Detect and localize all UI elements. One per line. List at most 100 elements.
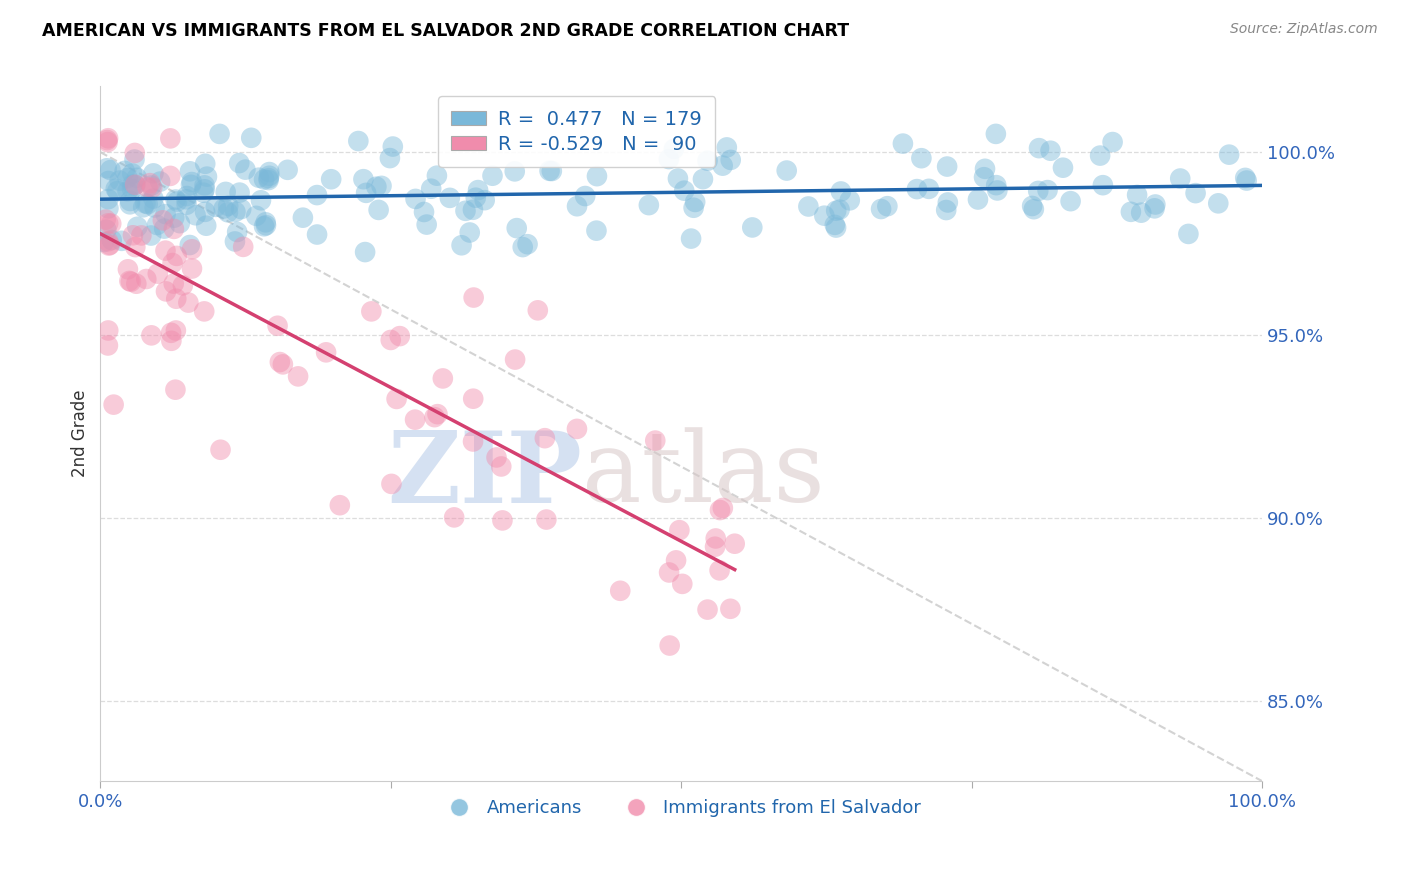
- Point: [118, 197, 141, 211]
- Point: [711, 500, 734, 515]
- Point: [380, 333, 402, 347]
- Point: [163, 211, 186, 225]
- Point: [1036, 183, 1059, 197]
- Text: Source: ZipAtlas.com: Source: ZipAtlas.com: [1230, 22, 1378, 37]
- Point: [254, 215, 277, 229]
- Point: [97, 235, 120, 249]
- Point: [1236, 173, 1258, 187]
- Point: [141, 178, 163, 193]
- Point: [658, 152, 681, 166]
- Point: [986, 178, 1008, 193]
- Point: [124, 240, 146, 254]
- Point: [97, 238, 120, 252]
- Point: [481, 169, 503, 183]
- Point: [159, 169, 181, 183]
- Y-axis label: 2nd Grade: 2nd Grade: [72, 390, 89, 477]
- Point: [474, 193, 496, 207]
- Point: [720, 153, 742, 167]
- Point: [385, 392, 408, 406]
- Point: [253, 172, 276, 186]
- Point: [184, 208, 207, 222]
- Point: [838, 194, 860, 208]
- Point: [1144, 197, 1167, 211]
- Point: [131, 228, 153, 243]
- Point: [315, 345, 337, 359]
- Point: [585, 224, 607, 238]
- Point: [711, 159, 734, 173]
- Point: [891, 136, 914, 151]
- Point: [146, 218, 169, 232]
- Point: [117, 184, 139, 198]
- Point: [1052, 161, 1074, 175]
- Text: atlas: atlas: [582, 427, 825, 524]
- Point: [1218, 147, 1240, 161]
- Point: [1119, 204, 1142, 219]
- Point: [716, 140, 738, 154]
- Point: [463, 291, 485, 305]
- Point: [876, 199, 898, 213]
- Text: AMERICAN VS IMMIGRANTS FROM EL SALVADOR 2ND GRADE CORRELATION CHART: AMERICAN VS IMMIGRANTS FROM EL SALVADOR …: [42, 22, 849, 40]
- Point: [97, 174, 120, 188]
- Point: [984, 127, 1007, 141]
- Point: [704, 540, 727, 554]
- Point: [165, 324, 187, 338]
- Point: [257, 171, 280, 186]
- Point: [825, 220, 848, 235]
- Point: [120, 275, 142, 289]
- Point: [1130, 205, 1153, 219]
- Point: [467, 183, 489, 197]
- Point: [155, 207, 177, 221]
- Point: [381, 139, 404, 153]
- Point: [166, 249, 188, 263]
- Point: [209, 442, 232, 457]
- Point: [155, 244, 177, 258]
- Legend: Americans, Immigrants from El Salvador: Americans, Immigrants from El Salvador: [434, 791, 928, 824]
- Point: [194, 204, 217, 219]
- Point: [637, 198, 659, 212]
- Point: [526, 303, 548, 318]
- Point: [683, 194, 706, 209]
- Point: [217, 205, 239, 219]
- Point: [986, 184, 1008, 198]
- Point: [143, 201, 166, 215]
- Point: [491, 513, 513, 527]
- Point: [139, 228, 162, 243]
- Point: [463, 392, 485, 406]
- Point: [117, 262, 139, 277]
- Point: [404, 412, 426, 426]
- Point: [824, 218, 846, 232]
- Point: [169, 216, 191, 230]
- Point: [135, 272, 157, 286]
- Point: [454, 203, 477, 218]
- Point: [464, 191, 486, 205]
- Point: [193, 186, 215, 200]
- Point: [1022, 202, 1045, 217]
- Point: [224, 204, 246, 219]
- Point: [165, 292, 187, 306]
- Point: [269, 355, 291, 369]
- Point: [177, 295, 200, 310]
- Point: [96, 223, 118, 237]
- Point: [204, 200, 226, 214]
- Point: [1177, 227, 1199, 241]
- Point: [146, 267, 169, 281]
- Point: [136, 180, 159, 194]
- Point: [97, 323, 120, 337]
- Point: [247, 170, 270, 185]
- Point: [127, 219, 149, 234]
- Point: [503, 352, 526, 367]
- Point: [96, 161, 118, 176]
- Point: [973, 170, 995, 185]
- Point: [538, 164, 561, 178]
- Point: [179, 238, 201, 252]
- Point: [240, 131, 263, 145]
- Point: [910, 151, 932, 165]
- Point: [124, 178, 146, 192]
- Point: [228, 186, 250, 200]
- Point: [117, 171, 139, 186]
- Point: [259, 169, 281, 183]
- Point: [305, 188, 328, 202]
- Point: [797, 199, 820, 213]
- Point: [97, 131, 120, 145]
- Point: [696, 602, 718, 616]
